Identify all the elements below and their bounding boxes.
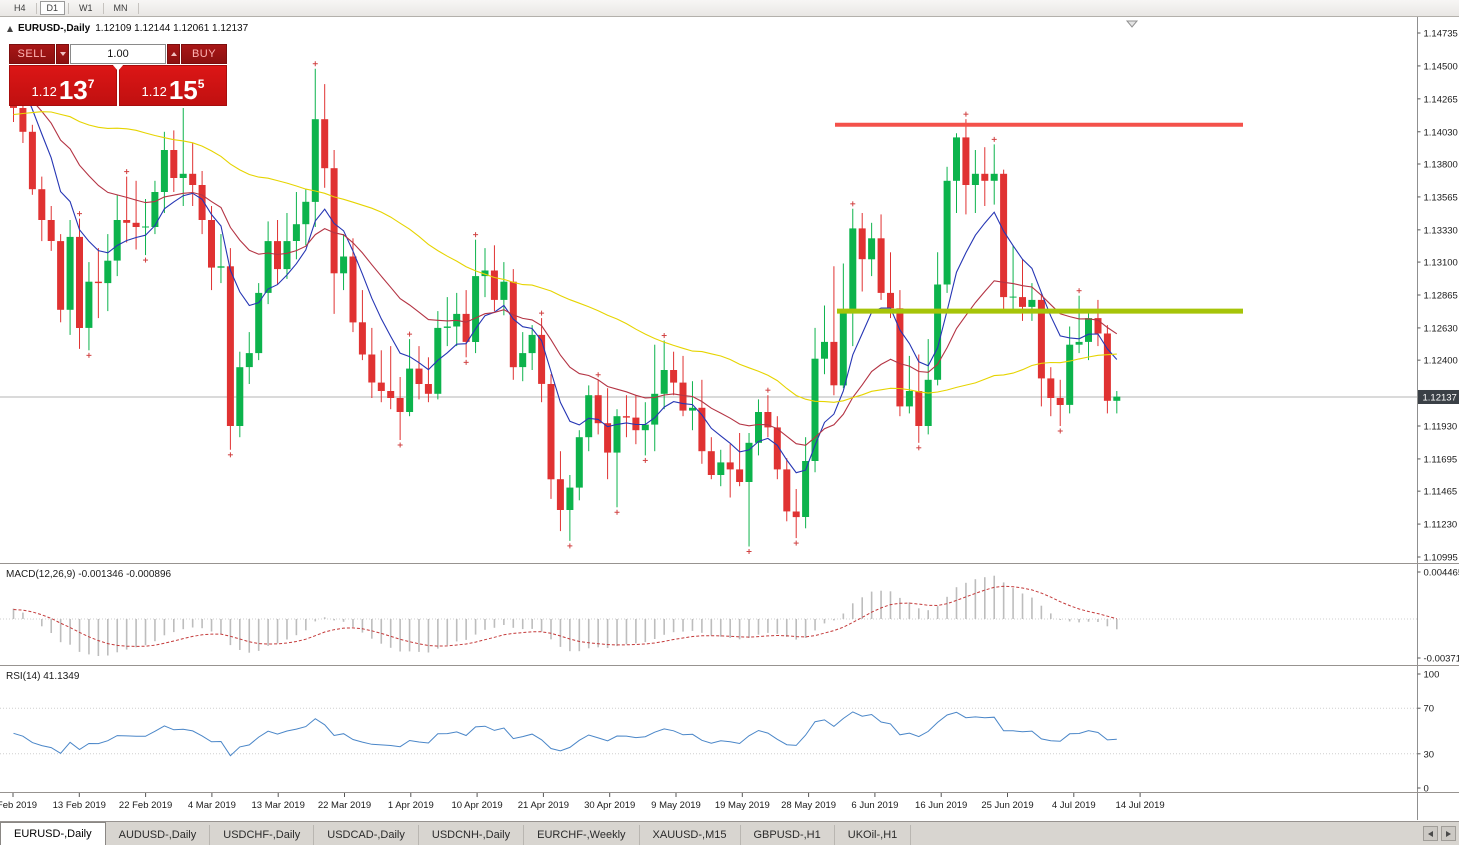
volume-increase-button[interactable] <box>167 44 180 64</box>
chart-title: EURUSD-,Daily 1.12109 1.12144 1.12061 1.… <box>7 23 248 34</box>
chart-tab-usdchf-daily[interactable]: USDCHF-,Daily <box>210 825 315 845</box>
toolbar-separator <box>68 2 70 14</box>
rsi-panel[interactable]: RSI(14) 41.1349 100 70 30 0 <box>0 670 1439 795</box>
svg-text:1.12400: 1.12400 <box>1424 356 1458 367</box>
spread-wedge-icon <box>112 64 124 71</box>
svg-text:1.14265: 1.14265 <box>1424 94 1458 105</box>
trend-lines <box>835 122 1243 314</box>
toolbar-separator <box>35 2 37 14</box>
svg-text:1.11465: 1.11465 <box>1424 487 1458 498</box>
svg-text:1.12630: 1.12630 <box>1424 323 1458 334</box>
svg-text:1.14500: 1.14500 <box>1424 61 1458 72</box>
svg-text:1 Apr 2019: 1 Apr 2019 <box>388 800 434 811</box>
sell-price-main: 1.12 <box>31 84 57 99</box>
sell-price-button[interactable]: 1.12 13 7 <box>9 65 117 106</box>
svg-text:1.13800: 1.13800 <box>1424 160 1458 171</box>
moving-averages <box>13 73 1118 474</box>
chart-tab-eurusd-daily[interactable]: EURUSD-,Daily <box>0 822 106 845</box>
tab-scroll-left-button[interactable] <box>1423 826 1438 841</box>
svg-text:4 Jul 2019: 4 Jul 2019 <box>1052 800 1096 811</box>
chart-tab-usdcad-daily[interactable]: USDCAD-,Daily <box>314 825 419 845</box>
svg-text:-0.003710: -0.003710 <box>1424 654 1459 665</box>
macd-label: MACD(12,26,9) -0.001346 -0.000896 <box>6 569 172 580</box>
timeframe-button-mn[interactable]: MN <box>107 1 135 15</box>
svg-text:1.13565: 1.13565 <box>1424 192 1458 203</box>
svg-text:1.11230: 1.11230 <box>1424 520 1458 531</box>
main-chart-panel[interactable] <box>0 20 1417 398</box>
buy-price-pips: 15 <box>168 74 198 105</box>
chart-tab-eurchf-weekly[interactable]: EURCHF-,Weekly <box>524 825 640 845</box>
svg-text:19 May 2019: 19 May 2019 <box>715 800 770 811</box>
svg-text:22 Mar 2019: 22 Mar 2019 <box>318 800 371 811</box>
chart-symbol-label: EURUSD-,Daily <box>18 23 91 34</box>
timeframe-toolbar: H4 D1 W1 MN <box>0 0 1459 17</box>
timeframe-button-h4[interactable]: H4 <box>7 1 33 15</box>
chart-tab-xauusd-m15[interactable]: XAUUSD-,M15 <box>640 825 741 845</box>
arrow-left-icon <box>1428 830 1433 837</box>
svg-text:70: 70 <box>1424 704 1435 715</box>
sell-price-pips: 13 <box>58 74 88 105</box>
macd-panel[interactable]: MACD(12,26,9) -0.001346 -0.000896 0.00446… <box>0 568 1459 665</box>
svg-text:0.004465: 0.004465 <box>1424 568 1459 579</box>
svg-text:13 Feb 2019: 13 Feb 2019 <box>53 800 106 811</box>
svg-text:30: 30 <box>1424 749 1435 760</box>
one-click-trading-panel: SELL BUY 1.12 13 7 1.12 15 5 <box>9 44 227 106</box>
svg-text:30 Apr 2019: 30 Apr 2019 <box>584 800 635 811</box>
buy-price-button[interactable]: 1.12 15 5 <box>119 65 227 106</box>
symbol-marker-icon <box>7 25 13 32</box>
chart-tab-ukoil-h1[interactable]: UKOil-,H1 <box>835 825 912 845</box>
chart-tab-usdcnh-daily[interactable]: USDCNH-,Daily <box>419 825 525 845</box>
svg-text:28 May 2019: 28 May 2019 <box>781 800 836 811</box>
svg-text:13 Mar 2019: 13 Mar 2019 <box>252 800 305 811</box>
svg-text:1.12865: 1.12865 <box>1424 291 1458 302</box>
sell-button[interactable]: SELL <box>9 44 55 64</box>
svg-text:0: 0 <box>1424 784 1429 795</box>
svg-text:1.13100: 1.13100 <box>1424 258 1458 269</box>
svg-text:1.11930: 1.11930 <box>1424 422 1458 433</box>
rsi-label: RSI(14) 41.1349 <box>6 671 80 682</box>
candlestick-series <box>10 68 1121 547</box>
timeframe-button-w1[interactable]: W1 <box>72 1 100 15</box>
svg-text:16 Jun 2019: 16 Jun 2019 <box>915 800 967 811</box>
svg-text:1.14030: 1.14030 <box>1424 127 1458 138</box>
arrow-right-icon <box>1446 830 1451 837</box>
svg-text:10 Apr 2019: 10 Apr 2019 <box>451 800 502 811</box>
svg-text:4 Feb 2019: 4 Feb 2019 <box>0 800 37 811</box>
timeframe-button-d1[interactable]: D1 <box>39 1 66 15</box>
sell-price-point: 7 <box>87 77 95 91</box>
toolbar-separator <box>102 2 104 14</box>
chart-ohlc-values: 1.12109 1.12144 1.12061 1.12137 <box>95 23 249 34</box>
chart-shift-marker[interactable] <box>1125 20 1139 28</box>
time-axis[interactable]: 4 Feb 2019 13 Feb 2019 22 Feb 2019 4 Mar 20… <box>0 793 1165 811</box>
current-price-badge: 1.12137 <box>1418 389 1459 404</box>
triangle-down-icon <box>59 52 66 56</box>
volume-decrease-button[interactable] <box>56 44 69 64</box>
svg-text:1.11695: 1.11695 <box>1424 454 1458 465</box>
toolbar-separator <box>137 2 139 14</box>
svg-text:1.12137: 1.12137 <box>1423 392 1457 403</box>
tab-scroll-right-button[interactable] <box>1441 826 1456 841</box>
svg-text:9 May 2019: 9 May 2019 <box>651 800 701 811</box>
svg-text:1.14735: 1.14735 <box>1424 29 1458 40</box>
volume-input[interactable] <box>70 44 166 64</box>
svg-text:21 Apr 2019: 21 Apr 2019 <box>518 800 569 811</box>
triangle-up-icon <box>170 52 177 56</box>
svg-text:4 Mar 2019: 4 Mar 2019 <box>188 800 236 811</box>
chart-tab-audusd-daily[interactable]: AUDUSD-,Daily <box>106 825 211 845</box>
buy-price-main: 1.12 <box>141 84 167 99</box>
price-scale[interactable]: 1.14735 1.14500 1.14265 1.14030 1.13800 1.135… <box>1417 17 1458 820</box>
svg-text:1.13330: 1.13330 <box>1424 225 1458 236</box>
chart-tab-bar: EURUSD-,Daily AUDUSD-,Daily USDCHF-,Daily U… <box>0 821 1459 845</box>
chart-tab-gbpusd-h1[interactable]: GBPUSD-,H1 <box>741 825 835 845</box>
svg-text:1.10995: 1.10995 <box>1424 553 1458 564</box>
svg-text:14 Jul 2019: 14 Jul 2019 <box>1116 800 1165 811</box>
tab-scroll-buttons <box>1423 826 1456 841</box>
buy-price-point: 5 <box>197 77 205 91</box>
svg-text:100: 100 <box>1424 670 1440 681</box>
svg-text:25 Jun 2019: 25 Jun 2019 <box>981 800 1033 811</box>
svg-text:22 Feb 2019: 22 Feb 2019 <box>119 800 172 811</box>
buy-button[interactable]: BUY <box>181 44 227 64</box>
svg-text:6 Jun 2019: 6 Jun 2019 <box>851 800 898 811</box>
